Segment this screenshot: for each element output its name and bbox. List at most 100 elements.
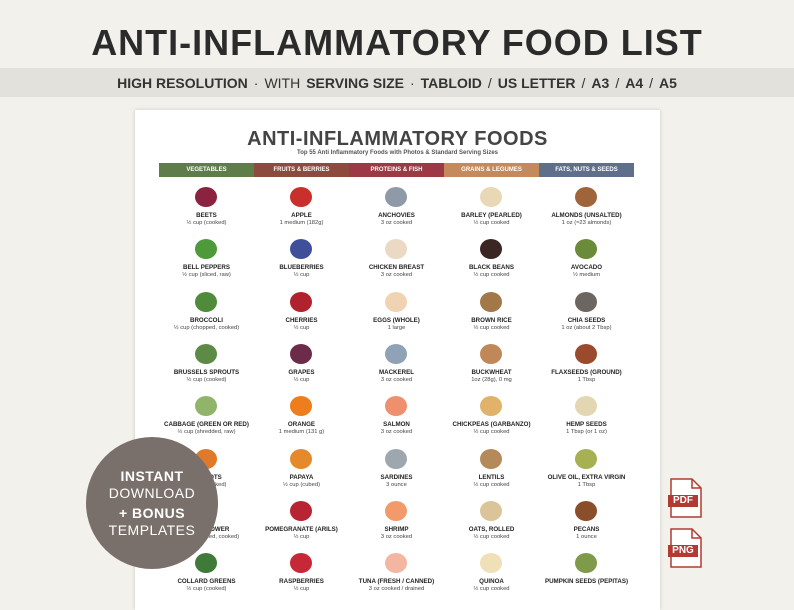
food-image [575,187,597,207]
badge-text: + BONUS [118,504,186,521]
serving-size: ½ cup [293,586,310,593]
serving-size: 1 medium (182g) [279,220,324,226]
food-image [290,500,312,521]
serving-size: ½ cup [293,272,310,279]
serving-size: ½ cup (sliced, raw) [182,272,231,279]
serving-size: ½ cup (cooked) [186,220,227,226]
serving-size: ½ cup cooked [473,272,510,279]
food-image [480,187,502,207]
food-name: MACKEREL [378,368,415,376]
serving-size: 1 oz (about 2 Tbsp) [561,324,612,331]
banner-text: / [615,74,620,91]
banner-text: A3 [591,74,610,91]
food-image [575,396,597,417]
serving-size: ½ cup (cubed) [282,481,321,488]
food-name: BELL PEPPERS [183,264,230,272]
sheet-subtitle: Top 55 Anti Inflammatory Foods with Phot… [296,150,499,156]
file-icon: PDF [668,478,702,518]
badge-text: TEMPLATES [108,521,196,538]
badge-text: INSTANT [120,467,184,484]
food-image [480,448,502,469]
food-image [195,291,217,312]
food-image [385,187,407,207]
column-header: FATS, NUTS & SEEDS [539,163,634,177]
food-image [385,500,407,521]
food-image [290,396,312,417]
column-header: VEGETABLES [159,163,254,177]
serving-size: 1oz (28g), 0 mg [471,376,512,383]
file-label: PNG [668,545,698,557]
banner-text: US LETTER [497,74,576,91]
serving-size: ½ medium [572,272,601,279]
serving-size: ½ cup cooked [473,481,510,488]
food-image [575,343,597,364]
food-name: APPLE [291,212,312,219]
food-image [195,187,217,207]
food-name: QUINOA [479,578,504,586]
serving-size: 3 oz cooked / drained [368,586,425,593]
serving-size: ½ cup [293,324,310,331]
banner-text: · [409,74,415,91]
serving-size: 3 ounce [386,481,407,488]
serving-size: ½ cup [293,376,310,383]
sheet-title: ANTI-INFLAMMATORY FOODS [247,128,548,150]
file-icon: PNG [668,528,702,568]
food-name: OATS, ROLLED [468,525,515,533]
serving-size: 1 Tbsp [577,481,596,488]
food-name: TUNA (FRESH / CANNED) [358,578,435,586]
food-name: HEMP SEEDS [566,421,607,429]
food-name: CABBAGE (GREEN OR RED) [164,421,249,429]
food-image [385,448,407,469]
food-image [575,291,597,312]
food-name: AVOCADO [570,264,603,272]
food-name: SHRIMP [384,525,409,533]
food-name: ALMONDS (UNSALTED) [551,212,622,219]
banner-text: SERVING SIZE [306,74,404,91]
banner-text: A5 [659,74,677,91]
food-image [385,553,407,574]
serving-size: 3 oz cooked [380,533,413,540]
food-image [480,553,502,574]
serving-size: 1 Tbsp (or 1 oz) [566,429,607,436]
food-image [195,553,217,574]
banner-text: TABLOID [420,74,482,91]
badge-text: DOWNLOAD [108,484,196,501]
food-image [195,396,217,417]
serving-size: 1 Tbsp [577,376,596,383]
food-name: EGGS (WHOLE) [373,316,420,324]
food-name: CHERRIES [285,316,318,324]
food-image [290,291,312,312]
serving-size: ½ cup cooked [473,586,510,593]
serving-size: ½ cup cooked [473,324,510,331]
banner-text: · [253,74,259,91]
food-image [480,500,502,521]
page-title: ANTI-INFLAMMATORY FOOD LIST [91,22,703,63]
serving-size: 3 oz cooked [380,376,413,383]
food-name: GRAPES [288,368,315,376]
banner-text: / [487,74,492,91]
food-name: OLIVE OIL, EXTRA VIRGIN [547,473,626,481]
food-name: CHICKEN BREAST [368,264,425,272]
serving-size: 3 oz cooked [380,429,413,436]
food-name: BUCKWHEAT [471,368,512,376]
food-name: CHIA SEEDS [567,316,606,324]
column-header: PROTEINS & FISH [349,163,444,177]
food-image [290,187,312,207]
download-badge: INSTANT DOWNLOAD + BONUS TEMPLATES [86,437,218,569]
serving-size: ½ cup cooked [473,220,510,226]
column-header: FRUITS & BERRIES [254,163,349,177]
serving-size: 3 oz cooked [380,272,413,279]
serving-size: ½ cup cooked [473,533,510,540]
serving-size: ½ cup (cooked) [186,586,227,593]
food-image [480,239,502,260]
banner-text: WITH [264,74,301,91]
food-name: PUMPKIN SEEDS (PEPITAS) [544,578,629,586]
food-name: ORANGE [287,421,316,429]
serving-size: ½ cup [293,533,310,540]
serving-size: 3 oz cooked [380,220,413,226]
food-name: RASPBERRIES [279,578,324,586]
file-label: PDF [668,495,698,507]
food-image [575,500,597,521]
serving-size: ½ cup (shredded, raw) [177,429,236,436]
food-image [290,239,312,260]
